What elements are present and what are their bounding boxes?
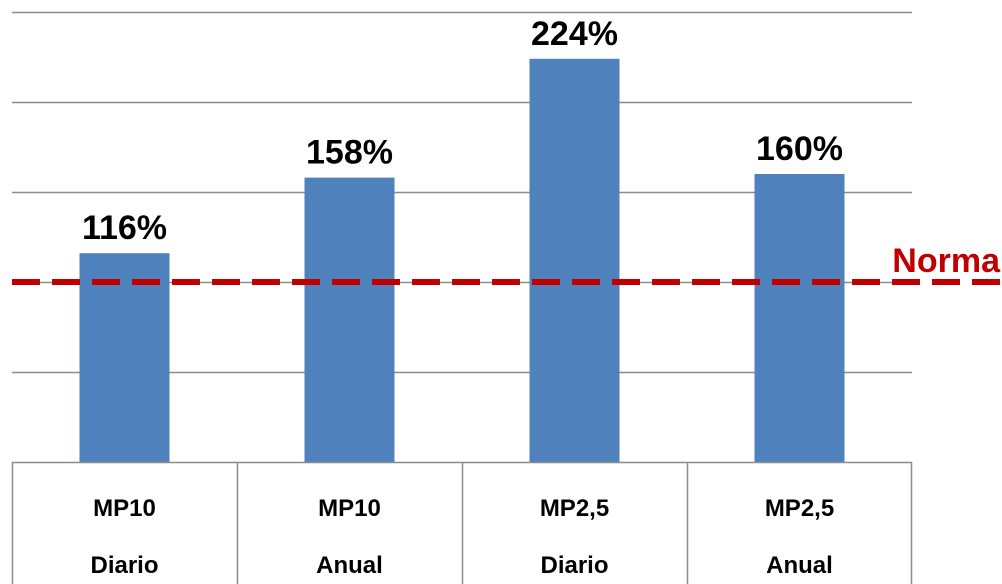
bar-value-label: 224% [531, 15, 618, 53]
bar-value-label: 158% [306, 134, 393, 172]
category-label: Anual [316, 552, 383, 579]
bars [79, 58, 845, 463]
category-label: MP10 [318, 495, 381, 522]
category-label: Diario [540, 552, 608, 579]
category-label: Anual [766, 552, 833, 579]
value-labels: 116% 158% 224% 160% [82, 15, 843, 247]
bar [304, 177, 395, 462]
bar [754, 174, 845, 462]
category-label: MP10 [93, 495, 156, 522]
bar [79, 253, 170, 462]
category-table: MP10 Diario MP10 Anual MP2,5 Diario MP2,5 Anual [11, 461, 913, 584]
category-label: MP2,5 [540, 495, 609, 522]
bar [529, 58, 620, 463]
category-label: Diario [90, 552, 158, 579]
reference-line-group: Norma [12, 242, 1002, 285]
bar-value-label: 160% [756, 130, 843, 168]
bar-value-label: 116% [82, 209, 167, 247]
category-label: MP2,5 [765, 495, 834, 522]
reference-line-label: Norma [892, 242, 1001, 280]
